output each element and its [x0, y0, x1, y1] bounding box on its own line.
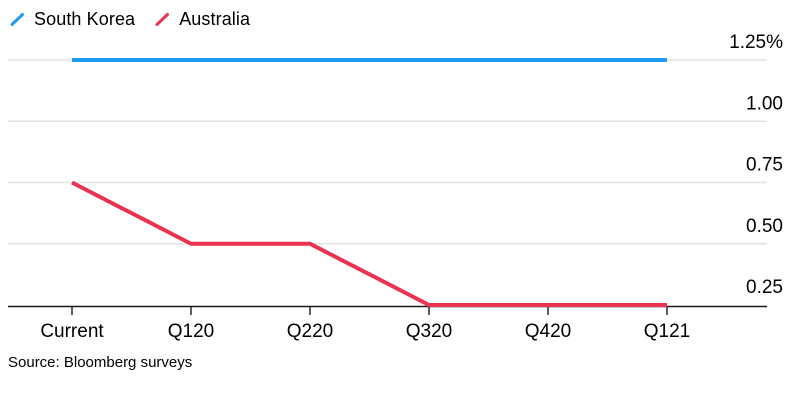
y-axis-label: 0.50 [746, 216, 783, 237]
legend-item-south-korea: South Korea [10, 9, 135, 30]
legend-item-australia: Australia [155, 9, 250, 30]
x-axis-label: Q220 [287, 321, 333, 342]
y-axis-label: 0.25 [746, 277, 783, 298]
south-korea-slash-icon [10, 13, 24, 26]
y-axis-label: 1.25% [729, 32, 783, 53]
legend-label-australia: Australia [179, 9, 251, 29]
x-axis-label: Q320 [406, 321, 452, 342]
x-axis-label: Current [40, 321, 104, 342]
australia-marker-line [155, 13, 170, 26]
south-korea-marker-line [10, 13, 24, 26]
y-axis-label: 1.00 [746, 93, 783, 114]
source-note: Source: Bloomberg surveys [8, 354, 193, 371]
australia-slash-icon [155, 13, 170, 26]
y-axis-label: 0.75 [746, 155, 783, 176]
x-axis-label: Q120 [168, 321, 214, 342]
legend: South Korea Australia [10, 9, 250, 30]
legend-label-south-korea: South Korea [34, 9, 136, 29]
x-axis-label: Q420 [525, 321, 571, 342]
series-line-australia [71, 180, 667, 307]
x-axis-label: Q121 [644, 321, 690, 342]
